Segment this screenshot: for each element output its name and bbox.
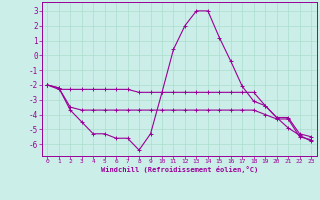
X-axis label: Windchill (Refroidissement éolien,°C): Windchill (Refroidissement éolien,°C) — [100, 166, 258, 173]
